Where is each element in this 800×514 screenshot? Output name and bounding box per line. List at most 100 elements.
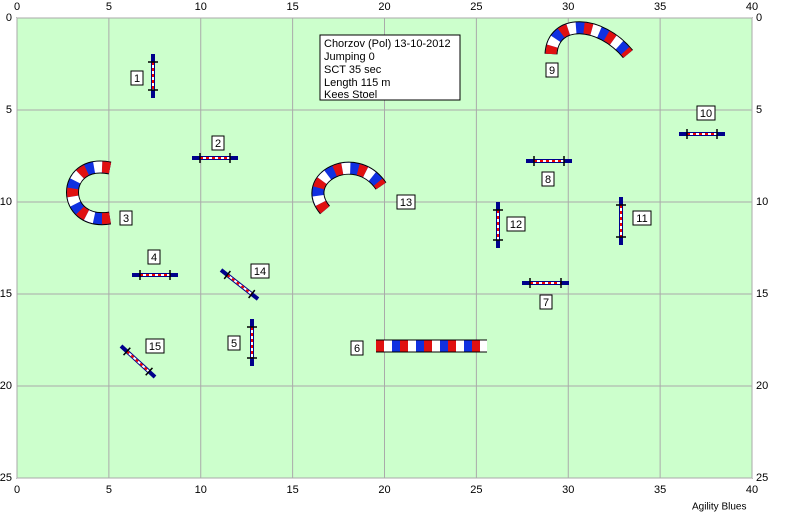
jump — [219, 268, 260, 301]
jump — [192, 153, 238, 163]
obstacle-label: 1 — [130, 70, 144, 86]
obstacle-label: 13 — [396, 194, 416, 210]
x-tick-label: 25 — [470, 484, 482, 496]
obstacle-number: 15 — [149, 341, 161, 353]
footer: Agility Blues — [692, 502, 746, 513]
obstacle-label: 3 — [119, 210, 133, 226]
info-line: SCT 35 sec — [324, 64, 382, 76]
jump — [132, 270, 178, 280]
x-tick-label: 0 — [14, 484, 20, 496]
x-tick-label: 30 — [562, 484, 574, 496]
label-box — [506, 216, 526, 232]
obstacle-label: 4 — [147, 249, 161, 265]
obstacle-label: 10 — [696, 105, 716, 121]
y-tick-label: 5 — [6, 104, 12, 116]
obstacle-number: 1 — [134, 73, 140, 85]
label-box — [541, 171, 555, 187]
y-tick-label: 25 — [756, 472, 768, 484]
jump — [493, 202, 503, 248]
x-tick-label: 15 — [287, 484, 299, 496]
jump — [679, 129, 725, 139]
obstacle-number: 10 — [700, 108, 712, 120]
x-tick-label: 35 — [654, 1, 666, 13]
jump — [119, 344, 157, 379]
jump-pole — [226, 274, 253, 295]
obstacle-label: 6 — [350, 340, 364, 356]
obstacle-number: 7 — [543, 297, 549, 309]
tunnel — [311, 161, 387, 215]
x-tick-label: 20 — [378, 484, 390, 496]
y-tick-label: 0 — [756, 12, 762, 24]
obstacle-number: 12 — [510, 219, 522, 231]
obstacle-label: 2 — [211, 135, 225, 151]
obstacle-number: 2 — [215, 138, 221, 150]
obstacle-number: 14 — [254, 266, 266, 278]
label-box — [696, 105, 716, 121]
x-tick-label: 40 — [746, 1, 758, 13]
y-tick-label: 10 — [0, 196, 12, 208]
obstacle-label: 5 — [227, 335, 241, 351]
y-tick-label: 15 — [0, 288, 12, 300]
label-box — [539, 294, 553, 310]
x-tick-label: 10 — [195, 1, 207, 13]
label-box — [147, 249, 161, 265]
y-tick-label: 15 — [756, 288, 768, 300]
jump — [526, 156, 572, 166]
x-tick-label: 40 — [746, 484, 758, 496]
obstacle-number: 3 — [123, 213, 129, 225]
x-tick-label: 10 — [195, 484, 207, 496]
tunnel — [66, 160, 112, 226]
tunnel — [544, 21, 634, 59]
y-tick-label: 0 — [6, 12, 12, 24]
y-tick-label: 20 — [756, 380, 768, 392]
obstacle-label: 12 — [506, 216, 526, 232]
x-tick-label: 15 — [287, 1, 299, 13]
info-line: Length 115 m — [324, 77, 390, 89]
obstacle-label: 11 — [632, 210, 652, 226]
x-tick-label: 5 — [106, 484, 112, 496]
info-line: Jumping 0 — [324, 51, 375, 63]
label-box — [145, 338, 165, 354]
jump — [247, 319, 257, 366]
x-tick-label: 5 — [106, 1, 112, 13]
obstacle-label: 15 — [145, 338, 165, 354]
obstacle-number: 11 — [636, 213, 647, 225]
info-line: Chorzov (Pol) 13-10-2012 — [324, 38, 451, 50]
y-tick-label: 10 — [756, 196, 768, 208]
jump-wing — [145, 367, 154, 376]
obstacle-label: 14 — [250, 263, 270, 279]
y-tick-label: 20 — [0, 380, 12, 392]
info-line: Kees Stoel — [324, 89, 377, 101]
jump — [616, 197, 626, 245]
label-box — [227, 335, 241, 351]
obstacle-number: 13 — [400, 197, 412, 209]
jump — [522, 278, 569, 288]
y-tick-label: 25 — [0, 472, 12, 484]
jump — [148, 54, 158, 98]
x-tick-label: 30 — [562, 1, 574, 13]
tunnel-body — [67, 161, 112, 225]
jump-wing — [248, 289, 256, 299]
x-tick-label: 0 — [14, 1, 20, 13]
x-tick-label: 25 — [470, 1, 482, 13]
obstacle-label: 8 — [541, 171, 555, 187]
obstacle-label: 7 — [539, 294, 553, 310]
obstacle-number: 6 — [354, 343, 360, 355]
x-tick-label: 20 — [378, 1, 390, 13]
obstacle-number: 4 — [151, 252, 157, 264]
label-box — [396, 194, 416, 210]
info-box — [319, 34, 461, 101]
label-box — [250, 263, 270, 279]
obstacle-number: 5 — [231, 338, 237, 350]
obstacle-label: 9 — [545, 62, 559, 78]
x-tick-label: 35 — [654, 484, 666, 496]
jump-pole — [126, 350, 150, 373]
jump-wing — [223, 270, 231, 280]
label-box — [119, 210, 133, 226]
label-box — [545, 62, 559, 78]
jump-wing — [122, 347, 131, 356]
tunnel-body — [67, 161, 112, 225]
